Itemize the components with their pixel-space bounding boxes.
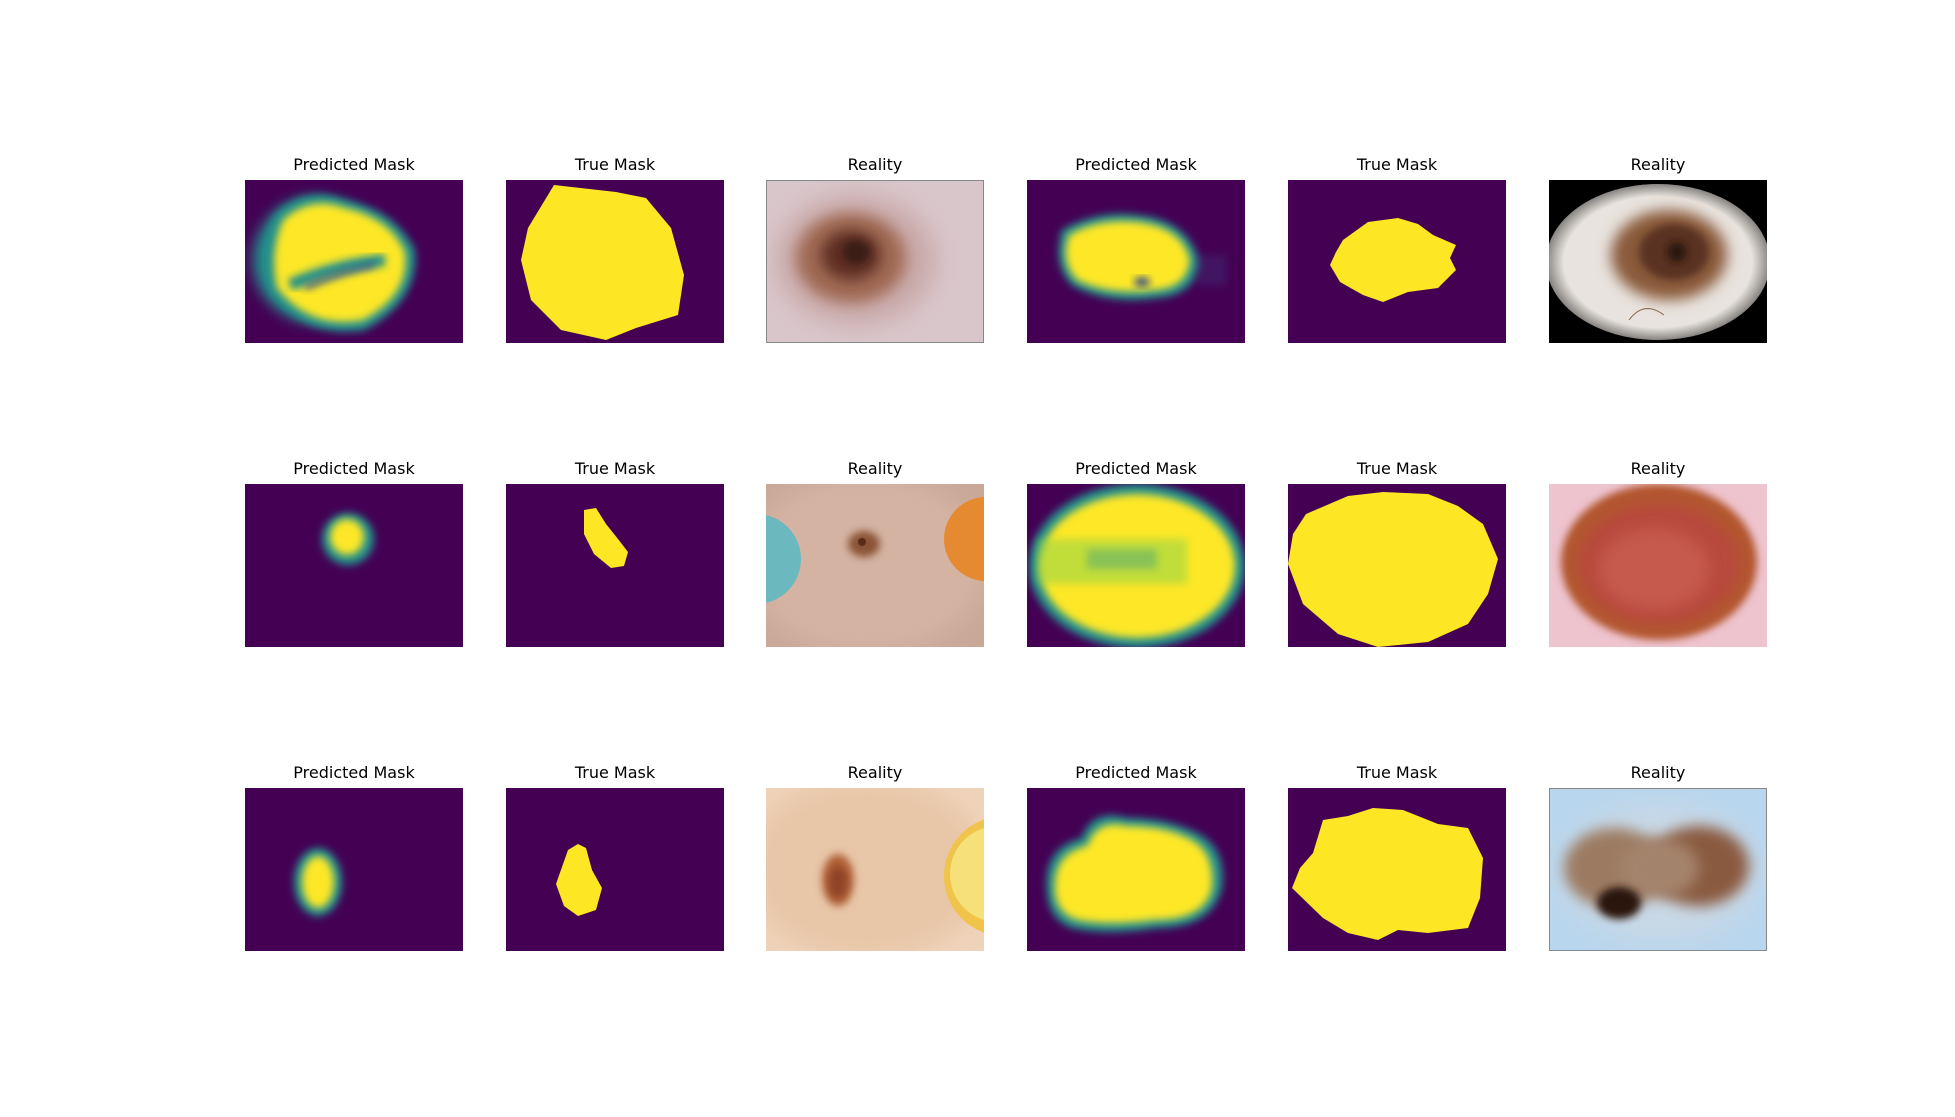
- panel-title: Reality: [1630, 459, 1686, 478]
- panel-r3-c1: Predicted Mask: [245, 763, 463, 951]
- panel-title: True Mask: [1356, 459, 1438, 478]
- panel-r2-c6: Reality: [1549, 459, 1767, 647]
- true-mask-image: [506, 788, 724, 951]
- panel-title: True Mask: [574, 155, 656, 174]
- panel-title: Reality: [847, 763, 903, 782]
- panel-r1-c1: Predicted Mask: [245, 155, 463, 343]
- predicted-mask-image: [245, 788, 463, 951]
- true-mask-image: [1288, 180, 1506, 343]
- panel-title: True Mask: [1356, 155, 1438, 174]
- panel-r1-c6: Reality: [1549, 155, 1767, 343]
- panel-r1-c4: Predicted Mask: [1027, 155, 1245, 343]
- lesion-photo: [766, 180, 984, 343]
- panel-r3-c4: Predicted Mask: [1027, 763, 1245, 951]
- panel-title: Predicted Mask: [293, 763, 415, 782]
- true-mask-image: [1288, 788, 1506, 951]
- lesion-photo: [766, 484, 984, 647]
- panel-title: Reality: [1630, 155, 1686, 174]
- panel-title: Predicted Mask: [1075, 459, 1197, 478]
- panel-r3-c6: Reality: [1549, 763, 1767, 951]
- panel-r2-c1: Predicted Mask: [245, 459, 463, 647]
- panel-r2-c5: True Mask: [1288, 459, 1506, 647]
- predicted-mask-image: [1027, 788, 1245, 951]
- panel-title: True Mask: [574, 459, 656, 478]
- predicted-mask-image: [1027, 484, 1245, 647]
- panel-r2-c3: Reality: [766, 459, 984, 647]
- panel-title: True Mask: [574, 763, 656, 782]
- panel-title: Reality: [1630, 763, 1686, 782]
- panel-title: Predicted Mask: [1075, 763, 1197, 782]
- panel-r1-c3: Reality: [766, 155, 984, 343]
- panel-r3-c5: True Mask: [1288, 763, 1506, 951]
- panel-r2-c2: True Mask: [506, 459, 724, 647]
- panel-title: True Mask: [1356, 763, 1438, 782]
- predicted-mask-image: [245, 484, 463, 647]
- lesion-photo: [766, 788, 984, 951]
- lesion-photo: [1549, 788, 1767, 951]
- panel-r1-c2: True Mask: [506, 155, 724, 343]
- panel-r3-c3: Reality: [766, 763, 984, 951]
- predicted-mask-image: [245, 180, 463, 343]
- panel-title: Predicted Mask: [293, 459, 415, 478]
- panel-r3-c2: True Mask: [506, 763, 724, 951]
- true-mask-image: [506, 180, 724, 343]
- lesion-photo: [1549, 484, 1767, 647]
- panel-title: Reality: [847, 459, 903, 478]
- panel-title: Predicted Mask: [293, 155, 415, 174]
- panel-r1-c5: True Mask: [1288, 155, 1506, 343]
- lesion-photo: [1549, 180, 1767, 343]
- panel-r2-c4: Predicted Mask: [1027, 459, 1245, 647]
- true-mask-image: [506, 484, 724, 647]
- predicted-mask-image: [1027, 180, 1245, 343]
- panel-title: Predicted Mask: [1075, 155, 1197, 174]
- panel-title: Reality: [847, 155, 903, 174]
- true-mask-image: [1288, 484, 1506, 647]
